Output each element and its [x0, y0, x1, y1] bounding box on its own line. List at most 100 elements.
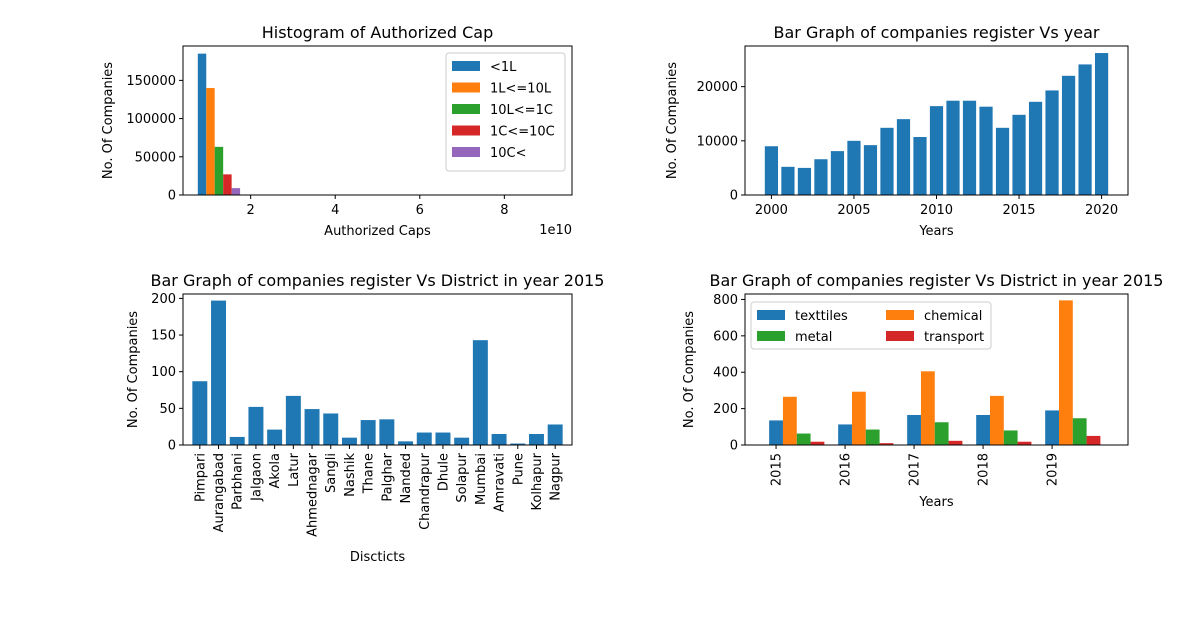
chart-year-xlabel: Years: [918, 224, 954, 239]
chart-district: Pimpari Aurangabad Parbhani Jalgaon Akola Lat…: [126, 271, 604, 565]
chart-histogram-ytick-label: 100000: [126, 112, 176, 127]
chart-grouped-xtick-label: 2019: [1046, 453, 1061, 486]
chart-year-bar-12: [962, 100, 977, 195]
chart-district-xtick-label: Chandrapur: [418, 452, 433, 530]
chart-year-bar-3: [814, 159, 828, 195]
chart-district-bar-13: [435, 432, 451, 445]
chart-grouped-bar-2-3: [1003, 430, 1018, 445]
chart-year-bar-19: [1078, 64, 1092, 196]
chart-grouped-ytick-label: 400: [713, 366, 738, 381]
chart-district-xtick-label: Pimpari: [193, 453, 208, 502]
chart-district-xtick-label: Nashik: [343, 453, 358, 497]
chart-histogram-legend: <1L 1L<=10L 10L<=1C 1C<=10C 10C<: [445, 52, 566, 172]
chart-district-xtick-label: Aurangabad: [212, 453, 227, 532]
chart-district-ytick-label: 200: [151, 292, 176, 307]
chart-year-title: Bar Graph of companies register Vs year: [774, 23, 1100, 42]
chart-grouped-bar-2-0: [796, 433, 811, 445]
chart-year-bar-11: [946, 100, 960, 195]
chart-grouped-bar-1-3: [989, 395, 1004, 445]
chart-district-bar-3: [248, 406, 264, 445]
chart-year-ytick-label: 10000: [697, 134, 738, 149]
chart-grouped-bar-2-1: [865, 429, 880, 445]
chart-grouped-bar-0-0: [769, 420, 783, 445]
chart-district-bar-2: [229, 436, 245, 445]
chart-district-bar-8: [341, 437, 357, 445]
chart-grouped-legend-label-3: transport: [924, 330, 984, 345]
chart-grouped-bar-1-0: [782, 396, 797, 445]
chart-grouped-ytick-label: 800: [713, 293, 738, 308]
chart-grouped-bar-2-2: [934, 422, 949, 445]
chart-grouped-ytick-label: 0: [730, 439, 738, 454]
chart-district-bar-6: [304, 409, 320, 445]
chart-histogram-bar-1: [206, 88, 215, 195]
chart-grouped-ytick-label: 200: [713, 402, 738, 417]
chart-district-bar-17: [510, 443, 526, 445]
chart-grouped-legend-label-2: metal: [795, 330, 832, 345]
chart-district-bar-11: [398, 441, 414, 445]
chart-grouped-xtick-label: 2018: [977, 453, 992, 486]
chart-district-ytick-label: 50: [159, 402, 176, 417]
chart-histogram-legend-swatch-0: [452, 61, 480, 71]
chart-year-xtick-label: 2005: [837, 203, 870, 218]
chart-grouped-bar-3-0: [810, 441, 825, 445]
chart-district-bar-18: [528, 434, 544, 445]
chart-district-xtick-label: Parbhani: [231, 453, 246, 510]
chart-district-xtick-label: Nanded: [399, 453, 414, 503]
chart-histogram-ytick-label: 50000: [135, 150, 176, 165]
chart-year-bar-9: [913, 137, 927, 195]
chart-grouped-bar-0-1: [838, 424, 852, 445]
chart-grouped-bar-1-4: [1058, 300, 1073, 445]
chart-year-bar-13: [979, 106, 993, 195]
chart-histogram-ytick-label: 150000: [126, 74, 176, 89]
chart-year-bar-2: [797, 167, 812, 195]
chart-year-bar-20: [1094, 53, 1109, 195]
chart-histogram-xlabel: Authorized Caps: [324, 224, 431, 239]
chart-grouped-bar-0-2: [907, 414, 921, 445]
chart-district-bar-16: [491, 434, 507, 445]
chart-grouped-ytick-label: 600: [713, 329, 738, 344]
chart-grouped-legend-swatch-2: [757, 331, 785, 341]
chart-year-bar-6: [863, 145, 878, 195]
chart-district-bar-7: [323, 413, 339, 445]
chart-district-bar-5: [285, 395, 301, 445]
chart-histogram-legend-swatch-1: [452, 82, 480, 93]
chart-grouped-frame: [744, 293, 1129, 446]
chart-district-xtick-label: Nagpur: [549, 452, 564, 500]
chart-year-bar-18: [1061, 75, 1076, 195]
chart-histogram-title: Histogram of Authorized Cap: [262, 23, 494, 42]
chart-district-xtick-label: Akola: [268, 453, 283, 489]
chart-histogram-legend-swatch-3: [452, 125, 480, 136]
chart-district-xtick-label: Amravati: [493, 453, 508, 512]
chart-grouped-bar-3-3: [1017, 441, 1032, 445]
chart-district-bar-4: [267, 429, 283, 445]
chart-histogram-legend-label-0: <1L: [490, 60, 517, 75]
chart-district-xtick-label: Jalgaon: [249, 453, 264, 502]
chart-district-bar-10: [379, 419, 395, 445]
chart-histogram: 2 4 6 8 0 50000 100000 150000 1e10 Histogram of A…: [101, 23, 573, 239]
chart-year-bar-17: [1045, 90, 1059, 195]
chart-year-bar-5: [847, 140, 861, 195]
chart-district-bar-19: [547, 424, 563, 445]
chart-grouped-bar-3-2: [948, 440, 963, 445]
chart-year-ylabel: No. Of Companies: [665, 62, 680, 179]
chart-grouped-bar-0-3: [976, 414, 990, 445]
chart-grouped-xtick-label: 2016: [839, 453, 854, 486]
chart-year-bar-0: [764, 146, 779, 195]
chart-district-xtick-label: Pune: [511, 453, 526, 485]
chart-histogram-xtick-label: 8: [500, 203, 508, 218]
chart-year-bar-14: [995, 127, 1010, 195]
chart-grouped-legend-label-1: chemical: [924, 309, 982, 324]
chart-histogram-ytick-label: 0: [168, 189, 176, 204]
chart-grouped-ylabel: No. Of Companies: [682, 311, 697, 428]
chart-grouped-bar-2-4: [1072, 418, 1087, 445]
chart-year-xtick-label: 2020: [1085, 203, 1118, 218]
chart-histogram-offset-text: 1e10: [539, 223, 572, 238]
chart-grouped-legend-swatch-0: [757, 310, 785, 320]
chart-grouped-legend: texttiles chemical metal transport: [750, 301, 992, 350]
chart-grouped-xtick-label: 2017: [908, 453, 923, 486]
chart-year-xtick-label: 2010: [920, 203, 953, 218]
chart-district-xtick-label: Mumbai: [474, 453, 489, 505]
chart-year-bar-10: [929, 106, 944, 195]
chart-district-bar-15: [472, 340, 488, 445]
